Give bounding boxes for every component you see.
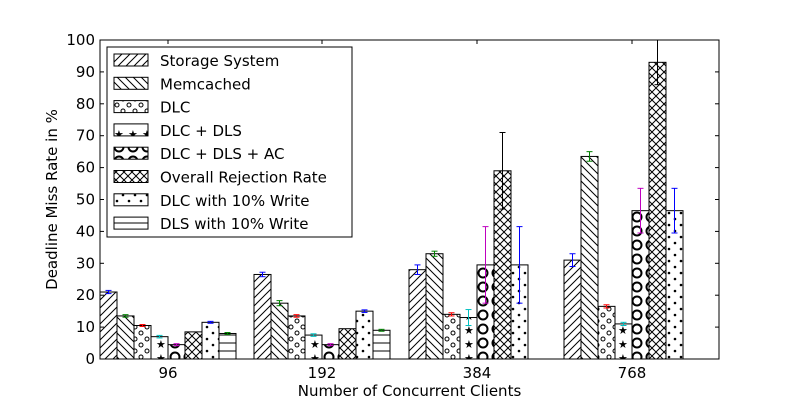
error-bar-dlc-dls-384 [465, 309, 472, 327]
legend-label-dls-with-10-write: DLS with 10% Write [160, 215, 309, 233]
legend-label-storage-system: Storage System [160, 52, 279, 70]
error-bar-memcached-192 [276, 300, 283, 307]
bar-memcached-96 [116, 315, 135, 360]
error-bar-storage-system-384 [414, 264, 421, 275]
bar-dlc-dls-ac-96 [167, 344, 186, 360]
legend-item-dlc: DLC [113, 99, 190, 117]
x-tick-label-96: 96 [158, 364, 177, 382]
legend-item-storage-system: Storage System [113, 52, 279, 70]
error-bar-dlc-with-10-write-192 [361, 309, 368, 313]
bar-overall-rejection-rate-768 [648, 61, 667, 360]
x-tick-label-384: 384 [463, 364, 492, 382]
error-bar-dlc-dls-ac-192 [327, 343, 334, 347]
legend-swatch-dlc-dls-ac [113, 146, 149, 160]
error-bar-storage-system-768 [569, 253, 576, 267]
error-bar-dls-with-10-write-96 [224, 332, 231, 335]
y-tick-label: 40 [76, 222, 95, 240]
error-bar-overall-rejection-rate-384 [499, 132, 506, 210]
error-bar-dlc-192 [293, 314, 300, 318]
bar-dlc-with-10-write-192 [355, 310, 374, 360]
error-bar-dlc-with-10-write-384 [516, 226, 523, 304]
error-bar-dls-with-10-write-192 [378, 328, 385, 332]
error-bar-dlc-768 [603, 304, 610, 309]
bar-dlc-with-10-write-96 [201, 321, 220, 360]
y-tick-label: 70 [76, 127, 95, 145]
legend-swatch-memcached [113, 76, 149, 90]
error-bar-dlc-with-10-write-96 [207, 320, 214, 324]
bar-storage-system-96 [99, 291, 118, 360]
legend-swatch-dls-with-10-write [113, 216, 149, 230]
legend-swatch-overall-rejection-rate [113, 170, 149, 183]
y-tick-label: 10 [76, 318, 95, 336]
legend-label-memcached: Memcached [160, 75, 251, 93]
bar-dlc-768 [597, 305, 616, 360]
error-bars-layer [105, 39, 678, 347]
x-tick-label-768: 768 [618, 364, 647, 382]
x-axis: 96 192 384 768 [158, 40, 646, 382]
x-tick-label-192: 192 [308, 364, 337, 382]
x-axis-label: Number of Concurrent Clients [298, 382, 522, 400]
error-bar-storage-system-96 [105, 289, 112, 295]
error-bar-memcached-768 [586, 151, 593, 162]
y-tick-label: 100 [66, 31, 95, 49]
legend-item-dlc-dls: DLC + DLS [113, 122, 242, 140]
legend-swatch-dlc-with-10-write [113, 193, 149, 207]
error-bar-storage-system-192 [259, 271, 266, 278]
y-axis: 0 10 20 30 40 50 60 70 80 90 100 [66, 31, 719, 368]
legend-label-overall-rejection-rate: Overall Rejection Rate [160, 169, 327, 187]
bar-dlc-dls-ac-192 [321, 344, 340, 360]
bar-dlc-96 [133, 325, 152, 360]
legend-item-memcached: Memcached [113, 75, 251, 93]
error-bar-dlc-dls-192 [310, 333, 317, 337]
error-bar-dlc-96 [139, 324, 146, 327]
error-bar-dlc-384 [448, 312, 455, 317]
error-bar-dlc-dls-ac-768 [637, 187, 644, 234]
bar-overall-rejection-rate-96 [184, 331, 203, 360]
legend-label-dlc-dls: DLC + DLS [160, 122, 242, 140]
bar-dls-with-10-write-192 [372, 329, 391, 360]
error-bar-dlc-dls-ac-384 [482, 226, 489, 304]
error-bar-dlc-dls-96 [156, 334, 163, 339]
y-tick-label: 80 [76, 95, 95, 113]
legend-item-dls-with-10-write: DLS with 10% Write [113, 215, 309, 233]
bar-storage-system-192 [253, 273, 272, 360]
legend-label-dlc: DLC [160, 99, 190, 117]
bar-dlc-dls-192 [304, 334, 323, 360]
bar-dlc-192 [287, 315, 306, 360]
y-tick-label: 20 [76, 286, 95, 304]
bar-dlc-dls-768 [614, 323, 633, 360]
error-bar-memcached-96 [122, 314, 129, 318]
legend: Storage System Memcached DLC DLC + DLS DLC +… [106, 46, 353, 238]
error-bar-memcached-384 [431, 250, 438, 257]
error-bar-dlc-dls-768 [620, 321, 627, 327]
error-bar-dlc-dls-ac-96 [173, 343, 180, 347]
bar-dlc-384 [442, 313, 461, 360]
legend-label-dlc-with-10-write: DLC with 10% Write [160, 192, 309, 210]
y-axis-label: Deadline Miss Rate in % [43, 109, 61, 290]
bar-dls-with-10-write-96 [218, 332, 237, 360]
legend-label-dlc-dls-ac: DLC + DLS + AC [160, 145, 285, 163]
bar-dlc-dls-96 [150, 336, 169, 360]
legend-swatch-dlc [113, 100, 149, 114]
bars-layer [99, 61, 684, 360]
legend-item-dlc-dls-ac: DLC + DLS + AC [113, 145, 285, 163]
legend-item-dlc-with-10-write: DLC with 10% Write [113, 192, 309, 210]
y-tick-label: 90 [76, 63, 95, 81]
bar-storage-system-384 [408, 269, 427, 360]
bar-storage-system-768 [563, 259, 582, 360]
bar-overall-rejection-rate-192 [338, 328, 357, 360]
bar-memcached-192 [270, 302, 289, 360]
y-tick-label: 0 [85, 350, 95, 368]
legend-item-overall-rejection-rate: Overall Rejection Rate [113, 169, 327, 187]
bar-memcached-384 [425, 253, 444, 360]
error-bar-dlc-with-10-write-768 [671, 187, 678, 234]
y-tick-label: 60 [76, 159, 95, 177]
y-tick-label: 50 [76, 191, 95, 209]
legend-swatch-storage-system [113, 53, 149, 67]
y-tick-label: 30 [76, 254, 95, 272]
bar-memcached-768 [580, 155, 599, 360]
legend-swatch-dlc-dls [113, 123, 149, 137]
